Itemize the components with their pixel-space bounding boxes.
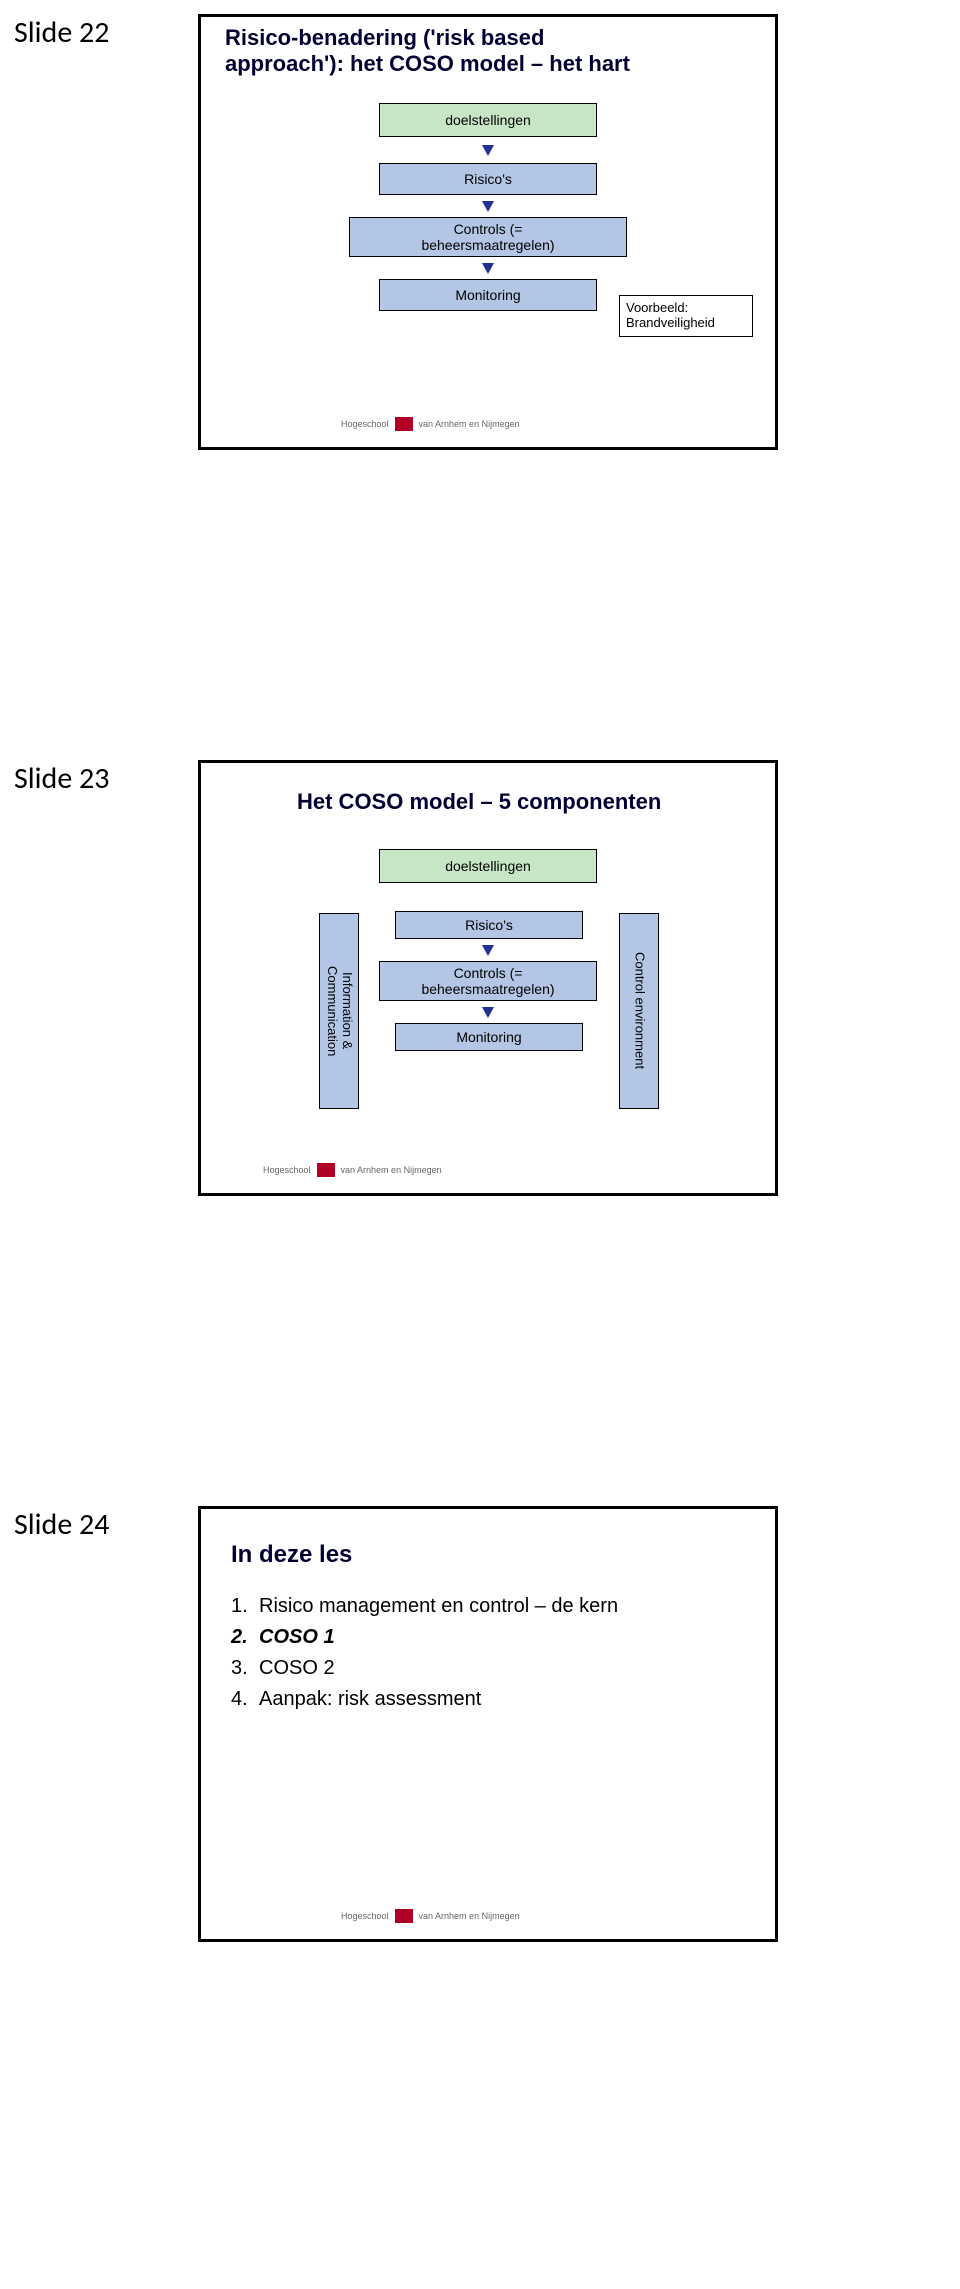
slide-22-box-monitoring: Monitoring bbox=[379, 279, 597, 311]
slide-23-info-comm-text: Information & Communication bbox=[324, 966, 354, 1056]
slide-23-box-risicos: Risico's bbox=[395, 911, 583, 939]
list-num-4: 4. bbox=[231, 1684, 259, 1715]
slide-23-info-comm-l2: Communication bbox=[325, 966, 340, 1056]
list-item: 2. COSO 1 bbox=[231, 1622, 618, 1653]
slide-23-box-doelstellingen: doelstellingen bbox=[379, 849, 597, 883]
slide-23-ctrl-env-text: Control environment bbox=[632, 952, 647, 1069]
list-text-3: COSO 2 bbox=[259, 1653, 335, 1684]
slide-24-footer-r: van Arnhem en Nijmegen bbox=[419, 1911, 520, 1921]
slide-24-heading: In deze les bbox=[231, 1541, 352, 1570]
slide-22-footer-r: van Arnhem en Nijmegen bbox=[419, 419, 520, 429]
slide-22-controls-l1: Controls (= bbox=[454, 221, 523, 237]
slide-22-label: Slide 22 bbox=[14, 14, 109, 51]
list-text-4: Aanpak: risk assessment bbox=[259, 1684, 481, 1715]
han-logo-icon bbox=[395, 417, 413, 431]
slide-22-arrow-2 bbox=[482, 201, 494, 212]
slide-22-box-doelstellingen: doelstellingen bbox=[379, 103, 597, 137]
slide-23-box-info-comm: Information & Communication bbox=[319, 913, 359, 1109]
slide-23-box-controls: Controls (= beheersmaatregelen) bbox=[379, 961, 597, 1001]
list-text-1: Risico management en control – de kern bbox=[259, 1591, 618, 1622]
list-item: 3. COSO 2 bbox=[231, 1653, 618, 1684]
slide-22-box-voorbeeld: Voorbeeld: Brandveiligheid bbox=[619, 295, 753, 337]
list-num-2: 2. bbox=[231, 1622, 259, 1653]
slide-24-label: Slide 24 bbox=[14, 1506, 109, 1543]
slide-23-footer-logo: Hogeschool van Arnhem en Nijmegen bbox=[263, 1163, 442, 1177]
slide-22-voorbeeld-l2: Brandveiligheid bbox=[626, 315, 715, 330]
list-num-1: 1. bbox=[231, 1591, 259, 1622]
slide-24-list: 1. Risico management en control – de ker… bbox=[231, 1591, 618, 1715]
list-text-2: COSO 1 bbox=[259, 1622, 335, 1653]
slide-23-footer-l: Hogeschool bbox=[263, 1165, 311, 1175]
slide-24-footer-logo: Hogeschool van Arnhem en Nijmegen bbox=[341, 1909, 520, 1923]
slide-22-controls-text: Controls (= beheersmaatregelen) bbox=[421, 221, 554, 253]
slide-24-frame: In deze les 1. Risico management en cont… bbox=[198, 1506, 778, 1942]
slide-22-voorbeeld-text: Voorbeeld: Brandveiligheid bbox=[626, 301, 715, 331]
slide-23-controls-l2: beheersmaatregelen) bbox=[421, 981, 554, 997]
slide-22-title-l2: approach'): het COSO model – het hart bbox=[225, 51, 630, 76]
slide-23-info-comm-l1: Information & bbox=[340, 972, 355, 1049]
slide-24-footer-l: Hogeschool bbox=[341, 1911, 389, 1921]
slide-23-footer-r: van Arnhem en Nijmegen bbox=[341, 1165, 442, 1175]
slide-22-footer-logo: Hogeschool van Arnhem en Nijmegen bbox=[341, 417, 520, 431]
slide-22-frame: Risico-benadering ('risk based approach'… bbox=[198, 14, 778, 450]
slide-22-box-risicos: Risico's bbox=[379, 163, 597, 195]
slide-22-arrow-1 bbox=[482, 145, 494, 156]
slide-22-voorbeeld-l1: Voorbeeld: bbox=[626, 300, 688, 315]
list-item: 1. Risico management en control – de ker… bbox=[231, 1591, 618, 1622]
slide-23-controls-l1: Controls (= bbox=[454, 965, 523, 981]
slide-22-title: Risico-benadering ('risk based approach'… bbox=[225, 25, 630, 78]
slide-23-title: Het COSO model – 5 componenten bbox=[297, 789, 661, 815]
slide-23-box-ctrl-env: Control environment bbox=[619, 913, 659, 1109]
slide-23-box-monitoring: Monitoring bbox=[395, 1023, 583, 1051]
han-logo-icon bbox=[317, 1163, 335, 1177]
slide-22-box-controls: Controls (= beheersmaatregelen) bbox=[349, 217, 627, 257]
slide-23-arrow-1 bbox=[482, 945, 494, 956]
slide-22-title-l1: Risico-benadering ('risk based bbox=[225, 25, 544, 50]
han-logo-icon bbox=[395, 1909, 413, 1923]
list-num-3: 3. bbox=[231, 1653, 259, 1684]
slide-23-arrow-2 bbox=[482, 1007, 494, 1018]
slide-22-footer-l: Hogeschool bbox=[341, 419, 389, 429]
slide-22-controls-l2: beheersmaatregelen) bbox=[421, 237, 554, 253]
slide-23-controls-text: Controls (= beheersmaatregelen) bbox=[421, 965, 554, 997]
slide-23-frame: Het COSO model – 5 componenten doelstell… bbox=[198, 760, 778, 1196]
slide-23-label: Slide 23 bbox=[14, 760, 109, 797]
slide-22-arrow-3 bbox=[482, 263, 494, 274]
list-item: 4. Aanpak: risk assessment bbox=[231, 1684, 618, 1715]
